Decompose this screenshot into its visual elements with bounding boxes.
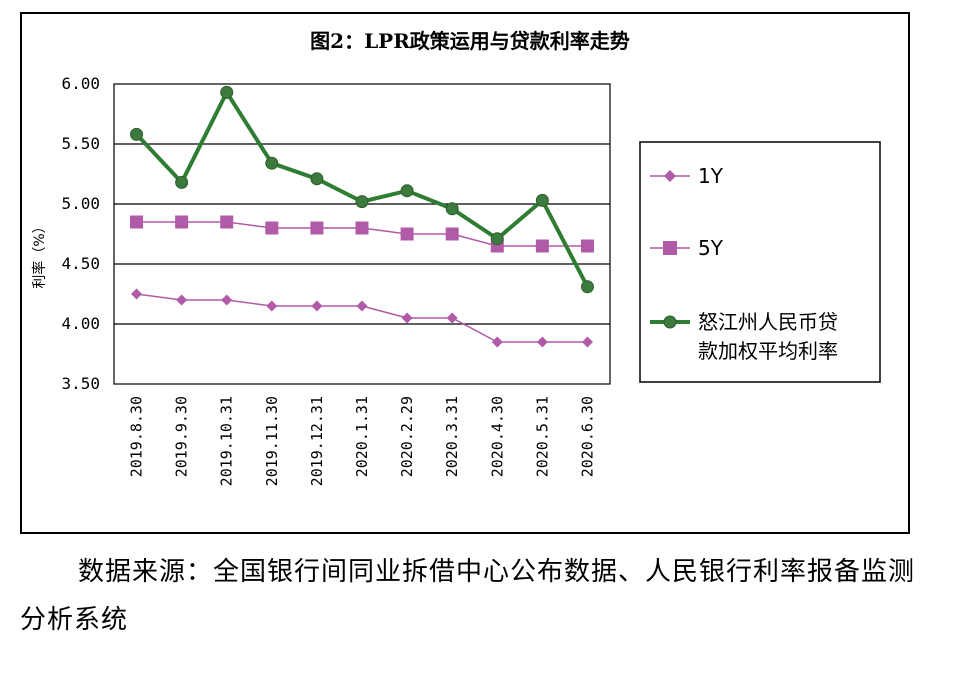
y-tick-label: 4.00	[61, 314, 100, 333]
x-tick-label: 2019.8.30	[128, 396, 146, 477]
x-tick-label: 2019.12.31	[308, 396, 326, 486]
data-point	[446, 312, 458, 324]
data-point	[580, 239, 594, 253]
data-point	[536, 336, 548, 348]
chart-container: 图2：LPR政策运用与贷款利率走势 利率（%） 6.00 5.50 5.00 4.50…	[20, 12, 910, 534]
line-chart: 图2：LPR政策运用与贷款利率走势 利率（%） 6.00 5.50 5.00 4.50…	[31, 29, 881, 486]
legend-label-5y: 5Y	[698, 236, 724, 260]
x-tick-label: 2019.10.31	[218, 396, 236, 486]
x-tick-label: 2020.1.31	[353, 396, 371, 477]
x-tick-label: 2020.5.31	[533, 396, 551, 477]
data-point	[445, 227, 459, 241]
x-tick-label: 2020.6.30	[578, 396, 596, 477]
legend-item-5y: 5Y	[650, 236, 724, 260]
data-point	[310, 221, 324, 235]
data-point	[310, 172, 324, 186]
legend-item-1y: 1Y	[650, 164, 724, 188]
chart-title: 图2：LPR政策运用与贷款利率走势	[310, 29, 630, 53]
x-tick-label: 2020.4.30	[488, 396, 506, 477]
data-point	[265, 221, 279, 235]
x-tick-label: 2020.3.31	[443, 396, 461, 477]
x-tick-label: 2020.2.29	[398, 396, 416, 477]
data-point	[220, 215, 234, 229]
data-point	[400, 184, 414, 198]
legend-label-nujiang-line2: 款加权平均利率	[698, 339, 838, 363]
data-point	[445, 202, 459, 216]
y-tick-label: 3.50	[61, 374, 100, 393]
y-tick-label: 5.50	[61, 134, 100, 153]
data-point	[400, 227, 414, 241]
data-point	[175, 215, 189, 229]
y-tick-label: 4.50	[61, 254, 100, 273]
y-tick-label: 5.00	[61, 194, 100, 213]
legend-label-1y: 1Y	[698, 164, 724, 188]
data-point	[356, 300, 368, 312]
plot-area	[113, 83, 611, 385]
data-point	[220, 85, 234, 99]
legend-item-nujiang: 怒江州人民币贷 款加权平均利率	[650, 310, 838, 363]
data-point	[311, 300, 323, 312]
data-point	[131, 288, 143, 300]
data-point	[491, 336, 503, 348]
data-point	[221, 294, 233, 306]
legend-marker-square	[663, 241, 677, 255]
y-tick-label: 6.00	[61, 74, 100, 93]
legend-label-nujiang-line1: 怒江州人民币贷	[698, 310, 838, 334]
legend-box	[639, 141, 881, 383]
series-1	[131, 288, 593, 348]
data-point	[130, 215, 144, 229]
data-point	[130, 127, 144, 141]
data-point	[401, 312, 413, 324]
y-axis-label: 利率（%）	[31, 219, 48, 288]
data-point	[580, 280, 594, 294]
data-point	[355, 221, 369, 235]
series-3	[130, 85, 594, 294]
data-point	[535, 239, 549, 253]
legend-marker-circle	[663, 315, 677, 329]
x-tick-label: 2019.9.30	[173, 396, 191, 477]
data-point	[176, 294, 188, 306]
data-point	[175, 175, 189, 189]
data-point	[355, 195, 369, 209]
data-point	[490, 232, 504, 246]
legend-marker-diamond	[664, 170, 676, 182]
source-caption: 数据来源：全国银行间同业拆借中心公布数据、人民银行利率报备监测分析系统	[20, 557, 916, 635]
series-2	[130, 215, 594, 253]
data-point	[535, 193, 549, 207]
data-point	[581, 336, 593, 348]
series-line	[135, 88, 590, 288]
data-point	[266, 300, 278, 312]
data-point	[265, 156, 279, 170]
x-tick-label: 2019.11.30	[263, 396, 281, 486]
